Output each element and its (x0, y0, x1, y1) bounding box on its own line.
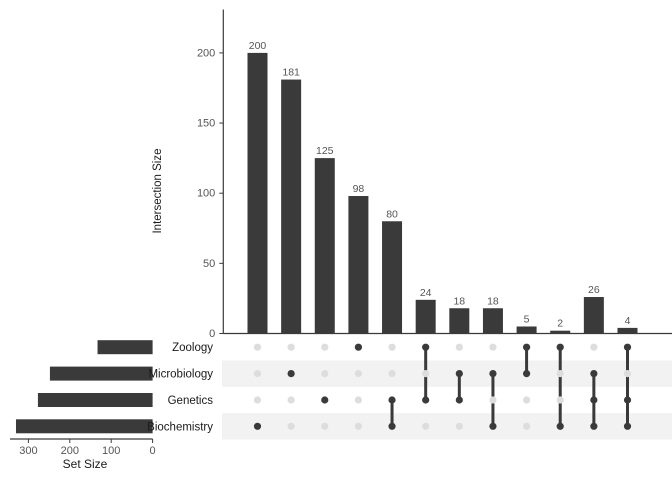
svg-text:0: 0 (150, 445, 156, 457)
svg-text:Genetics: Genetics (168, 395, 214, 407)
svg-text:50: 50 (203, 258, 215, 270)
svg-text:Zoology: Zoology (172, 342, 213, 354)
svg-text:300: 300 (19, 445, 37, 457)
svg-text:Biochemistry: Biochemistry (147, 421, 213, 433)
svg-text:100: 100 (197, 188, 215, 200)
svg-text:26: 26 (588, 284, 600, 296)
svg-text:24: 24 (420, 287, 432, 299)
svg-text:98: 98 (353, 183, 365, 195)
svg-text:18: 18 (487, 295, 499, 307)
svg-text:80: 80 (386, 208, 398, 220)
svg-text:Set Size: Set Size (63, 457, 108, 471)
svg-text:150: 150 (197, 118, 215, 130)
svg-text:100: 100 (102, 445, 120, 457)
svg-text:5: 5 (524, 313, 530, 325)
svg-text:Intersection Size: Intersection Size (152, 148, 164, 233)
svg-text:0: 0 (209, 328, 215, 340)
svg-text:200: 200 (249, 40, 267, 52)
svg-text:18: 18 (453, 295, 465, 307)
svg-text:4: 4 (625, 315, 631, 327)
svg-text:200: 200 (61, 445, 79, 457)
svg-text:181: 181 (282, 67, 300, 79)
svg-text:125: 125 (316, 145, 334, 157)
svg-text:200: 200 (197, 47, 215, 59)
svg-text:Microbiology: Microbiology (148, 369, 213, 381)
svg-text:2: 2 (557, 318, 563, 330)
